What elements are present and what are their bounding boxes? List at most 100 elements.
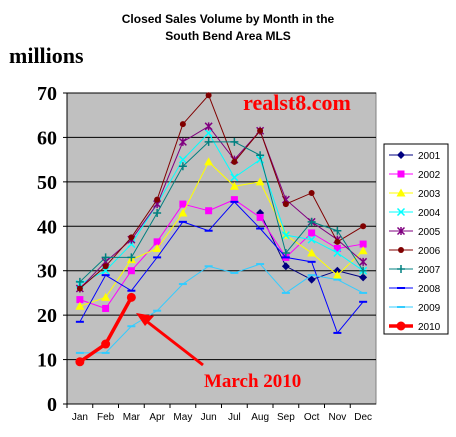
legend-label: 2003 (418, 189, 441, 200)
data-point (307, 217, 316, 226)
data-point (359, 240, 367, 248)
x-tick-label: Mar (123, 412, 141, 423)
legend-label: 2001 (418, 151, 441, 162)
x-tick-label: Dec (354, 412, 372, 423)
legend-label: 2009 (418, 303, 441, 314)
data-point (204, 157, 214, 166)
x-tick-label: Nov (328, 412, 346, 423)
plot-area (66, 92, 377, 405)
data-point (152, 244, 162, 252)
legend-label: 2005 (418, 227, 441, 238)
series-line (79, 125, 364, 289)
y-tick-label: 60 (37, 127, 57, 149)
data-point (397, 151, 405, 159)
series-line (79, 161, 364, 307)
data-point (101, 339, 111, 349)
legend-entry-2004: 2004 (389, 207, 441, 219)
legend-entry-2005: 2005 (389, 226, 441, 238)
axes: 0 10 20 30 40 50 60 70 Jan Feb Mar Apr May Jun Jul Aug S… (37, 83, 376, 423)
legend-label: 2010 (418, 322, 441, 333)
legend: 2001 2002 2003 2004 2005 2006 2007 2008 2009 2010 (389, 151, 441, 333)
data-point (333, 245, 341, 252)
legend-entry-2003: 2003 (389, 188, 441, 200)
legend-entry-2008: 2008 (389, 284, 441, 295)
series-line (79, 201, 364, 334)
watermark-text: realst8.com (243, 90, 351, 115)
series-2003 (75, 157, 368, 310)
data-point (230, 137, 239, 146)
annotation-arrow-head (136, 313, 154, 326)
legend-box (383, 143, 449, 335)
data-point (102, 304, 110, 312)
data-point (396, 188, 406, 197)
data-point (204, 122, 213, 131)
y-tick-label: 40 (37, 216, 57, 238)
series-line (79, 199, 364, 310)
data-point (307, 235, 316, 244)
series-2002 (76, 196, 367, 312)
data-point (308, 229, 316, 237)
data-point (178, 162, 187, 171)
series-line (79, 141, 364, 283)
legend-entry-2001: 2001 (389, 151, 441, 162)
legend-label: 2008 (418, 284, 441, 295)
data-point (76, 296, 84, 304)
data-point (231, 158, 238, 165)
data-point (333, 226, 342, 235)
x-tick-label: Jun (201, 412, 217, 423)
series-line (79, 94, 364, 289)
data-point (178, 155, 187, 164)
data-point (75, 301, 85, 310)
x-tick-label: May (173, 412, 192, 423)
data-point (397, 265, 405, 273)
data-point (359, 273, 368, 282)
data-point (334, 238, 341, 245)
data-point (102, 263, 109, 270)
chart-title-line2: South Bend Area MLS (165, 29, 291, 43)
legend-label: 2002 (418, 170, 441, 181)
data-point (204, 128, 213, 138)
data-point (359, 266, 368, 275)
data-point (396, 226, 406, 236)
series-2008 (75, 200, 368, 334)
legend-label: 2007 (418, 265, 441, 276)
data-point (359, 257, 368, 266)
legend-entry-2006: 2006 (389, 246, 441, 257)
data-point (360, 223, 367, 230)
data-point (127, 253, 136, 262)
data-point (101, 292, 111, 301)
data-point (257, 127, 264, 134)
data-point (281, 262, 290, 271)
data-point (332, 270, 342, 279)
series-2006 (76, 92, 367, 292)
data-point (230, 196, 238, 204)
legend-entry-2010: 2010 (389, 321, 441, 333)
data-point (281, 231, 290, 240)
data-point (75, 277, 84, 286)
data-point (179, 121, 186, 128)
data-point (178, 208, 188, 217)
data-point (153, 238, 161, 246)
legend-entry-2009: 2009 (389, 303, 441, 314)
y-tick-label: 10 (37, 350, 57, 372)
data-point (256, 213, 264, 221)
annotation-arrow-shaft (144, 318, 204, 367)
x-tick-label: Jul (228, 412, 241, 423)
legend-entry-2007: 2007 (389, 265, 441, 276)
y-axis-units-label: millions (9, 43, 84, 68)
series-2009 (75, 263, 368, 354)
series-2007 (75, 137, 368, 286)
data-point (256, 151, 265, 160)
y-tick-label: 50 (37, 172, 57, 194)
series-line (79, 263, 364, 354)
data-point (307, 275, 316, 284)
data-point (282, 201, 289, 208)
x-tick-label: Aug (251, 412, 269, 423)
data-point (178, 137, 187, 146)
x-tick-label: Jan (72, 412, 88, 423)
x-tick-label: Apr (149, 412, 165, 423)
data-point (205, 207, 213, 215)
data-point (75, 357, 85, 367)
data-point (255, 177, 265, 186)
